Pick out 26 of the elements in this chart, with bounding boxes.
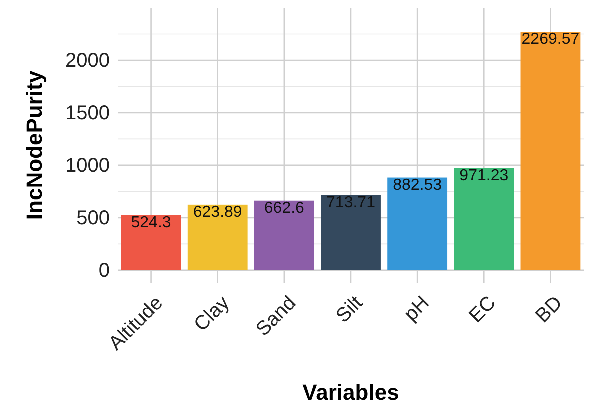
bar bbox=[520, 32, 581, 270]
x-axis-title: Variables bbox=[302, 380, 400, 405]
y-tick-label: 0 bbox=[98, 260, 110, 282]
bar bbox=[321, 195, 381, 270]
bar bbox=[121, 215, 182, 270]
data-label: 713.71 bbox=[326, 194, 376, 212]
y-tick-label: 1000 bbox=[66, 154, 110, 177]
x-tick-label: EC bbox=[465, 292, 500, 328]
data-label: 662.6 bbox=[264, 200, 305, 217]
data-label: 971.23 bbox=[460, 167, 509, 184]
data-label: 623.89 bbox=[193, 204, 242, 221]
x-tick-label: Silt bbox=[332, 292, 368, 328]
x-tick-label: BD bbox=[532, 292, 567, 328]
y-tick-label: 1500 bbox=[66, 102, 110, 124]
x-tick-label: pH bbox=[400, 292, 434, 326]
x-tick-label: Clay bbox=[190, 292, 234, 336]
bar bbox=[188, 204, 248, 270]
y-axis-title: IncNodePurity bbox=[22, 70, 47, 220]
data-label: 2269.57 bbox=[522, 31, 580, 48]
data-label: 524.3 bbox=[131, 214, 172, 232]
bar bbox=[454, 168, 514, 270]
y-tick-label: 2000 bbox=[66, 50, 110, 72]
bar bbox=[254, 200, 314, 270]
data-label: 882.53 bbox=[393, 176, 442, 194]
bar bbox=[388, 178, 448, 270]
y-tick-label: 500 bbox=[76, 207, 110, 230]
